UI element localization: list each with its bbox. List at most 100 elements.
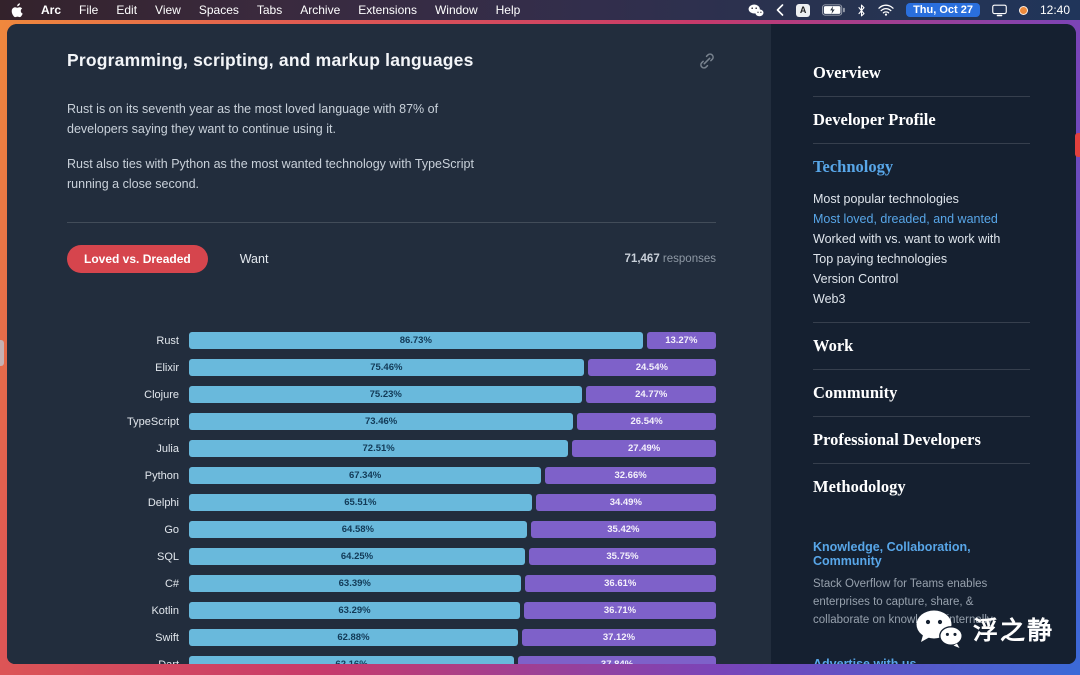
menu-item-arc[interactable]: Arc [41,3,62,17]
loved-bar-segment[interactable]: 75.23% [189,386,583,403]
dreaded-bar-segment[interactable]: 36.61% [524,575,716,592]
promo-advertise-with-us: Advertise with usPromote your product to… [813,657,1030,664]
dreaded-bar-segment[interactable]: 35.42% [530,521,716,538]
wechat-icon[interactable] [748,4,764,17]
sidebar-section-developer-profile: Developer Profile [813,97,1030,144]
dreaded-bar-segment[interactable]: 35.75% [529,548,716,565]
menu-item-view[interactable]: View [155,3,181,17]
chart-row-label: C# [164,577,179,590]
loved-vs-dreaded-toggle[interactable]: Loved vs. Dreaded [67,245,208,273]
sidebar-item-overview[interactable]: Overview [813,63,881,82]
menu-item-spaces[interactable]: Spaces [198,3,239,17]
menu-item-extensions[interactable]: Extensions [358,3,417,17]
dreaded-bar-segment[interactable]: 37.12% [521,629,716,646]
divider [67,222,716,223]
loved-bar-segment[interactable]: 62.88% [189,629,518,646]
chart-row: Go 64.58% 35.42% [67,516,716,543]
dreaded-bar-segment[interactable]: 34.49% [535,494,716,511]
promo-link-advertise-with-us[interactable]: Advertise with us [813,657,1030,664]
loved-bar-segment[interactable]: 64.58% [189,521,527,538]
sidebar-subitem-web3[interactable]: Web3 [813,292,846,306]
menu-items: File Edit View Spaces Tabs Archive Extensions W… [79,3,520,17]
chart-row: Clojure 75.23% 24.77% [67,381,716,408]
dreaded-bar-segment[interactable]: 13.27% [646,332,716,349]
menu-item-window[interactable]: Window [434,3,478,17]
sidebar-item-technology[interactable]: Technology [813,157,894,176]
responses-count: 71,467 responses [624,253,716,265]
display-icon[interactable] [992,4,1007,17]
loved-bar-segment[interactable]: 63.39% [189,575,521,592]
chart-track: 72.51% 27.49% [189,440,716,457]
loved-bar-segment[interactable]: 62.16% [189,656,515,664]
browser-window: Programming, scripting, and markup langu… [7,24,1076,664]
technology-subitems: Most popular technologies Most loved, dre… [813,189,1030,309]
chart-track: 75.23% 24.77% [189,386,716,403]
bluetooth-icon[interactable] [857,4,866,17]
menu-item-archive[interactable]: Archive [300,3,341,17]
dreaded-bar-segment[interactable]: 26.54% [577,413,716,430]
apple-icon[interactable] [10,2,23,18]
menu-bar: Arc File Edit View Spaces Tabs Archive Extensi… [0,0,1080,20]
chart-row: SQL 64.25% 35.75% [67,543,716,570]
menubar-date[interactable]: Thu, Oct 27 [906,3,980,17]
left-edge-handle[interactable] [0,340,4,366]
sidebar-subitem-most-popular-technologies[interactable]: Most popular technologies [813,192,959,206]
sidebar-item-developer-profile[interactable]: Developer Profile [813,110,936,129]
chart-row-label: Delphi [147,496,179,509]
chart-controls: Loved vs. Dreaded Want 71,467 responses [67,245,716,273]
sidebar-item-work[interactable]: Work [813,336,854,355]
sidebar-subitem-top-paying-technologies[interactable]: Top paying technologies [813,252,948,266]
loved-bar-segment[interactable]: 64.25% [189,548,526,565]
record-dot-icon[interactable] [1018,5,1028,15]
survey-main-content: Programming, scripting, and markup langu… [7,24,771,664]
chart-row-label: Elixir [155,361,179,374]
loved-bar-segment[interactable]: 75.46% [189,359,584,376]
loved-bar-segment[interactable]: 63.29% [189,602,521,619]
link-icon[interactable] [698,52,716,70]
dreaded-bar-segment[interactable]: 24.54% [587,359,716,376]
chart-track: 63.29% 36.71% [189,602,716,619]
want-toggle[interactable]: Want [239,252,269,266]
chart-row-label: Rust [156,334,179,347]
menu-item-help[interactable]: Help [495,3,521,17]
menu-item-edit[interactable]: Edit [116,3,138,17]
sidebar-subitem-most-loved-dreaded-and-wanted[interactable]: Most loved, dreaded, and wanted [813,212,998,226]
sidebar-item-professional-developers[interactable]: Professional Developers [813,430,981,449]
sidebar-subitem-version-control[interactable]: Version Control [813,272,899,286]
sidebar-sections: Overview Developer Profile Technology Most … [813,50,1030,510]
loved-bar-segment[interactable]: 65.51% [189,494,532,511]
intro-paragraph: Rust is on its seventh year as the most … [67,102,439,137]
menu-item-file[interactable]: File [79,3,99,17]
intro-paragraph: Rust also ties with Python as the most w… [67,156,474,191]
dreaded-bar-segment[interactable]: 24.77% [586,386,716,403]
chevron-left-icon[interactable] [776,4,784,16]
chart-row-label: Dart [67,659,189,665]
sidebar-subitem-worked-with-vs-want-to-work-with[interactable]: Worked with vs. want to work with [813,232,1001,246]
sidebar-item-methodology[interactable]: Methodology [813,477,906,496]
page-title: Programming, scripting, and markup langu… [67,50,474,70]
chart-row: Python 67.34% 32.66% [67,462,716,489]
menu-item-tabs[interactable]: Tabs [256,3,283,17]
wifi-icon[interactable] [878,4,894,16]
battery-icon[interactable] [822,4,845,16]
promo-link-knowledge-collaboration-community[interactable]: Knowledge, Collaboration, Community [813,540,971,568]
chart: Rust 86.73% 13.27% Elixir 75.46% 24.54% Clojur… [67,327,716,664]
chart-row: Julia 72.51% 27.49% [67,435,716,462]
loved-bar-segment[interactable]: 73.46% [189,413,574,430]
input-source-icon[interactable]: A [796,3,811,17]
loved-bar-segment[interactable]: 72.51% [189,440,569,457]
dreaded-bar-segment[interactable]: 27.49% [572,440,716,457]
loved-bar-segment[interactable]: 67.34% [189,467,542,484]
watermark: 浮之静 [915,609,1054,649]
dreaded-bar-segment[interactable]: 36.71% [524,602,716,619]
menubar-clock[interactable]: 12:40 [1039,3,1070,17]
sidebar-item-community[interactable]: Community [813,383,898,402]
dreaded-bar-segment[interactable]: 32.66% [545,467,716,484]
chart-track: 63.39% 36.61% [189,575,716,592]
chart-track: 64.58% 35.42% [189,521,716,538]
loved-bar-segment[interactable]: 86.73% [189,332,643,349]
chart-row: Elixir 75.46% 24.54% [67,354,716,381]
dreaded-bar-segment[interactable]: 37.84% [518,656,716,664]
right-edge-handle[interactable] [1075,133,1080,157]
chart-row: Kotlin 63.29% 36.71% [67,597,716,624]
